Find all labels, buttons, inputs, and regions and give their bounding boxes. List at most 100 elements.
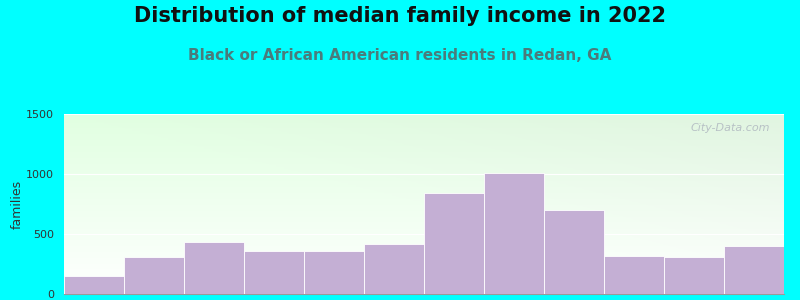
Bar [64,202,784,203]
Bar [64,268,784,269]
Bar [64,233,784,234]
Bar [64,160,784,161]
Bar [544,210,604,294]
Bar [64,228,784,229]
Bar [64,122,784,123]
Bar [64,114,784,115]
Bar [64,217,784,218]
Bar [64,274,784,275]
Bar [64,284,784,285]
Bar [64,148,784,149]
Bar [64,125,784,126]
Bar [64,200,784,201]
Bar [64,277,784,278]
Bar [64,158,784,159]
Bar [64,288,784,289]
Bar [64,280,784,281]
Bar [64,133,784,134]
Bar [64,118,784,119]
Bar [64,234,784,235]
Bar [64,137,784,138]
Bar [64,197,784,198]
Bar [64,145,784,146]
Bar [64,171,784,172]
Bar [64,138,784,139]
Bar [64,190,784,191]
Bar [64,236,784,237]
Bar [64,119,784,120]
Bar [64,215,784,216]
Bar [64,269,784,270]
Bar [64,242,784,243]
Bar [64,186,784,187]
Bar [64,238,784,239]
Bar [64,235,784,236]
Bar [64,206,784,207]
Bar [64,121,784,122]
Bar [64,159,784,160]
Bar [64,127,784,128]
Bar [64,143,784,144]
Bar [64,224,784,225]
Bar [64,282,784,283]
Bar [64,174,784,175]
Bar [64,219,784,220]
Bar [64,180,784,181]
Bar [64,254,784,255]
Bar [64,267,784,268]
Bar [64,184,784,185]
Bar [64,144,784,145]
Bar [64,270,784,271]
Bar [64,226,784,227]
Bar [64,256,784,257]
Bar [64,207,784,208]
Bar [64,222,784,223]
Bar [64,131,784,132]
Bar [64,170,784,171]
Bar [64,203,784,204]
Bar [64,241,784,242]
Bar [64,275,784,276]
Bar [64,255,784,256]
Bar [64,243,784,244]
Bar [64,293,784,294]
Bar [64,229,784,230]
Bar [64,176,784,177]
Bar [64,134,784,135]
Bar [64,152,784,153]
Bar [64,153,784,154]
Bar [64,251,784,252]
Bar [64,118,784,119]
Bar [64,198,784,199]
Bar [64,189,784,190]
Bar [64,208,784,209]
Bar [64,231,784,232]
Bar [64,249,784,250]
Bar [64,212,784,213]
Text: City-Data.com: City-Data.com [690,123,770,133]
Bar [64,218,784,219]
Bar [64,192,784,193]
Text: Distribution of median family income in 2022: Distribution of median family income in … [134,6,666,26]
Bar [64,166,784,167]
Bar [64,263,784,264]
Bar [64,149,784,150]
Bar [64,257,784,258]
Bar [64,239,784,240]
Bar [304,251,364,294]
Bar [64,201,784,202]
Bar [64,272,784,273]
Bar [64,172,784,173]
Bar [64,167,784,168]
Bar [64,147,784,148]
Bar [64,154,784,155]
Bar [64,183,784,184]
Bar [64,225,784,226]
Bar [64,253,784,254]
Bar [64,164,784,165]
Bar [64,130,784,131]
Bar [64,120,784,121]
Bar [184,242,244,294]
Bar [64,169,784,170]
Bar [64,265,784,266]
